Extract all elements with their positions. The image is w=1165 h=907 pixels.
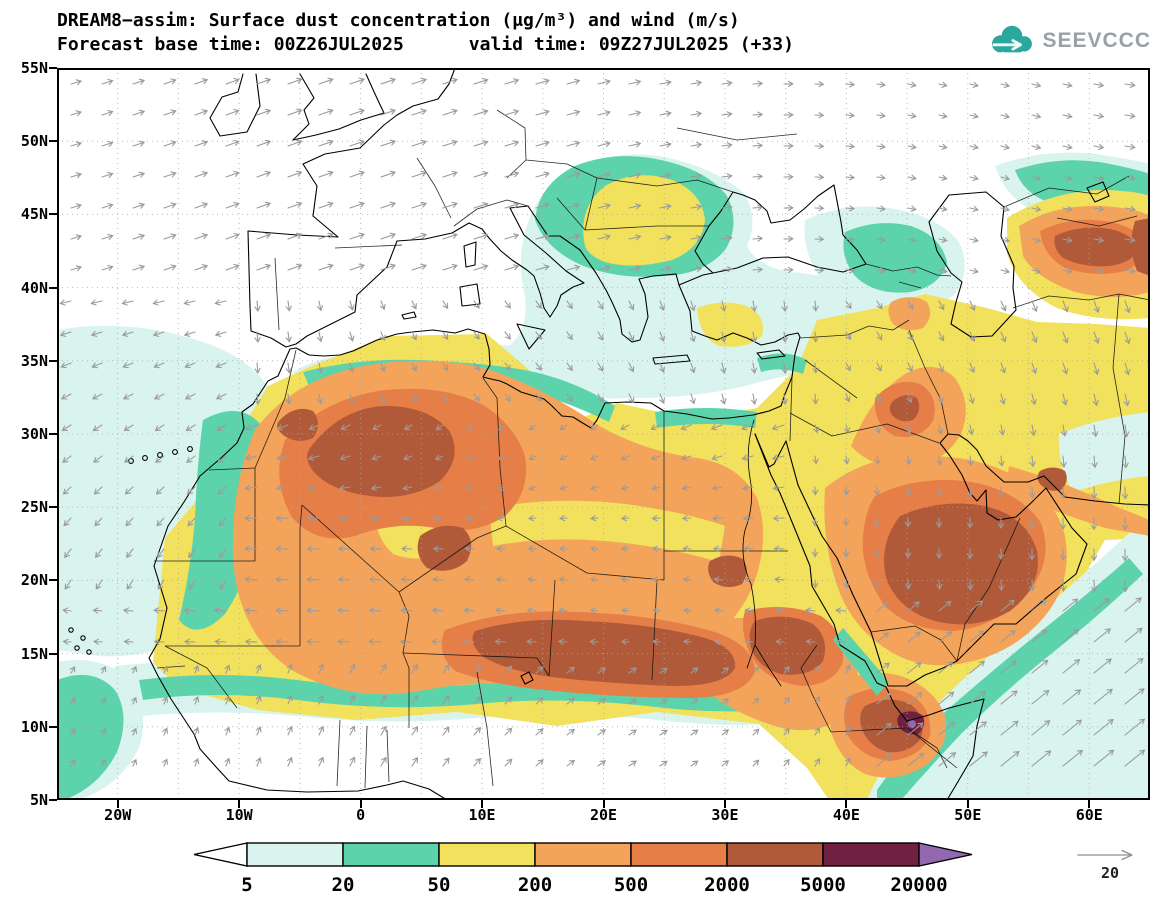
figure-title: DREAM8−assim: Surface dust concentration… <box>57 10 740 31</box>
lon-tick-mark <box>1088 800 1091 808</box>
lon-tick-mark <box>481 800 484 808</box>
lon-tick-label: 10E <box>468 806 496 824</box>
lat-tick-mark <box>49 506 57 509</box>
lat-tick-label: 25N <box>20 498 48 517</box>
legend-boundary-label: 200 <box>518 874 552 896</box>
legend-segment <box>630 842 728 867</box>
legend-boundary-label: 2000 <box>704 874 750 896</box>
legend-segment <box>726 842 824 867</box>
lat-tick-label: 5N <box>29 791 48 809</box>
lon-tick-label: 10W <box>225 806 253 824</box>
legend-segment <box>342 842 440 867</box>
lon-tick-label: 20E <box>589 806 618 824</box>
colorbar: 5 20 50 200 500 2000 5000 20000 <box>193 842 973 896</box>
legend-boundary-label: 500 <box>614 874 648 896</box>
legend-boundary-label: 50 <box>428 874 451 896</box>
legend-segment <box>438 842 536 867</box>
lat-tick-mark <box>49 67 57 69</box>
lon-tick-label: 30E <box>711 806 739 824</box>
lon-tick-mark <box>238 800 241 808</box>
lon-tick-mark <box>602 800 605 808</box>
lon-tick-label: 20W <box>104 806 132 824</box>
colorbar-legend: 5 20 50 200 500 2000 5000 20000 <box>192 840 974 902</box>
seevccc-logo: SEEVCCC <box>986 22 1151 60</box>
map-frame <box>57 68 1150 800</box>
legend-boundary-label: 20 <box>332 874 355 896</box>
lat-tick-mark <box>49 140 57 143</box>
lat-tick-mark <box>49 286 57 289</box>
lat-tick-mark <box>49 433 57 435</box>
logo-text: SEEVCCC <box>1042 29 1151 52</box>
legend-end-arrow-high <box>918 842 973 867</box>
coastlines <box>68 68 1150 800</box>
dust-concentration-fills <box>57 152 1150 800</box>
lat-tick-label: 35N <box>20 351 48 370</box>
lon-tick-mark <box>845 800 848 808</box>
lat-tick-label: 45N <box>20 205 48 224</box>
lat-tick-label: 20N <box>20 571 48 590</box>
graticule-gridlines <box>57 68 1150 800</box>
lat-tick-label: 10N <box>20 717 48 736</box>
map-area <box>57 68 1150 800</box>
legend-segment <box>534 842 632 867</box>
wind-reference-label: 20 <box>1100 864 1120 882</box>
legend-end-arrow-low <box>193 842 248 867</box>
wind-reference-arrow <box>1077 849 1133 861</box>
lon-tick-label: 0 <box>356 806 366 824</box>
lat-tick-label: 40N <box>20 278 48 297</box>
lat-tick-label: 30N <box>20 425 48 443</box>
lat-tick-mark <box>49 652 57 655</box>
lat-tick-label: 50N <box>20 132 48 151</box>
lon-tick-label: 60E <box>1075 806 1103 824</box>
lon-tick-mark <box>116 800 119 808</box>
lon-tick-mark <box>359 800 362 808</box>
legend-boundary-label: 5 <box>241 874 252 896</box>
cloud-logo-icon <box>992 25 1033 53</box>
legend-boundary-label: 5000 <box>800 874 846 896</box>
legend-segment <box>822 842 920 867</box>
figure-subtitle: Forecast base time: 00Z26JUL2025 valid t… <box>57 34 794 55</box>
lat-tick-mark <box>49 359 57 362</box>
legend-boundary-label: 20000 <box>890 874 947 896</box>
lat-tick-mark <box>49 725 57 728</box>
lon-tick-label: 50E <box>954 806 982 824</box>
lat-tick-mark <box>49 213 57 216</box>
lon-tick-label: 40E <box>832 806 860 824</box>
lat-tick-mark <box>49 579 57 582</box>
lon-tick-mark <box>723 800 726 808</box>
country-borders <box>154 109 1150 789</box>
lat-tick-label: 55N <box>20 59 48 77</box>
lat-tick-label: 15N <box>20 644 48 663</box>
lon-tick-mark <box>966 800 969 808</box>
lat-tick-mark <box>49 799 57 801</box>
legend-segment <box>246 842 344 867</box>
wind-vector-arrows <box>59 77 1146 767</box>
dust-map-canvas <box>57 68 1150 800</box>
